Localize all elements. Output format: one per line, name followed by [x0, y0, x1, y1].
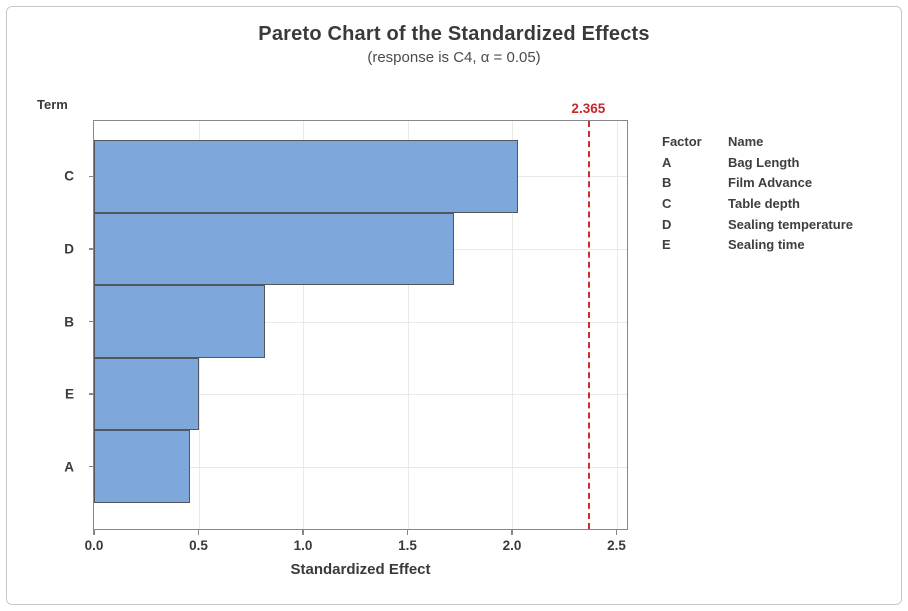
bar-A: [94, 430, 191, 503]
legend-factor: A: [662, 154, 672, 170]
legend-header-factor: Factor: [662, 133, 702, 149]
legend-row-E: E Sealing time: [662, 234, 853, 255]
legend-row-B: B Film Advance: [662, 172, 853, 193]
y-tick: [89, 175, 94, 178]
legend-name: Film Advance: [728, 175, 813, 191]
legend-name: Sealing temperature: [728, 216, 853, 232]
legend-rows: A Bag Length B Film Advance C Table depth D Sea…: [662, 152, 853, 255]
gridline-horizontal: [94, 321, 627, 323]
x-tick-label: 2.0: [502, 538, 522, 553]
x-tick-label: 0.0: [84, 538, 104, 553]
gridline-horizontal: [94, 466, 627, 468]
x-tick: [197, 529, 200, 535]
x-tick: [406, 529, 409, 535]
y-tick: [89, 393, 94, 395]
x-tick: [615, 529, 618, 535]
reference-line: [588, 121, 591, 529]
x-tick-label: 0.5: [189, 538, 208, 553]
x-axis-title: Standardized Effect: [290, 561, 431, 578]
x-tick: [302, 529, 304, 535]
y-tick-label-A: A: [64, 459, 74, 475]
chart-title: Pareto Chart of the Standardized Effects: [258, 23, 650, 45]
x-tick-label: 1.0: [293, 538, 313, 553]
x-tick-label: 2.5: [607, 538, 626, 553]
bar-B: [94, 285, 266, 358]
y-axis-title: Term: [37, 97, 68, 112]
plot-area: Standardized Effect C D B E A 0.0 0.5 1.0 1.5 2.0…: [64, 101, 628, 578]
gridline-vertical: [616, 121, 618, 529]
reference-line-label: 2.365: [571, 101, 606, 116]
x-tick: [511, 529, 513, 535]
chart-subtitle: (response is C4, α = 0.05): [367, 49, 541, 66]
y-tick: [89, 320, 94, 323]
bar-C: [94, 140, 519, 213]
legend-factor: E: [662, 237, 671, 253]
legend-factor: B: [662, 175, 672, 191]
legend-header-name: Name: [728, 133, 764, 149]
legend-name: Bag Length: [728, 154, 800, 170]
x-tick: [93, 529, 95, 535]
gridline-vertical: [407, 121, 409, 529]
factor-legend: Factor Name A Bag Length B Film Advance C Tab…: [662, 131, 853, 255]
bar-D: [94, 212, 454, 286]
gridline-vertical: [303, 121, 305, 529]
y-tick: [89, 465, 94, 468]
legend-header-row: Factor Name: [662, 131, 853, 152]
y-tick-label-D: D: [64, 241, 74, 257]
legend-factor: D: [662, 216, 672, 232]
legend-row-D: D Sealing temperature: [662, 214, 853, 235]
legend-row-C: C Table depth: [662, 193, 853, 214]
legend-name: Table depth: [728, 195, 800, 211]
y-tick-label-C: C: [64, 168, 74, 184]
x-tick-label: 1.5: [398, 538, 417, 553]
bar-E: [94, 357, 199, 431]
y-tick: [89, 248, 94, 250]
legend-row-A: A Bag Length: [662, 152, 853, 173]
y-tick-label-B: B: [64, 314, 74, 329]
y-tick-label-E: E: [64, 386, 74, 402]
gridline-horizontal: [94, 394, 627, 396]
legend-name: Sealing time: [728, 237, 805, 253]
legend-factor: C: [662, 195, 672, 211]
gridline-vertical: [512, 121, 514, 529]
